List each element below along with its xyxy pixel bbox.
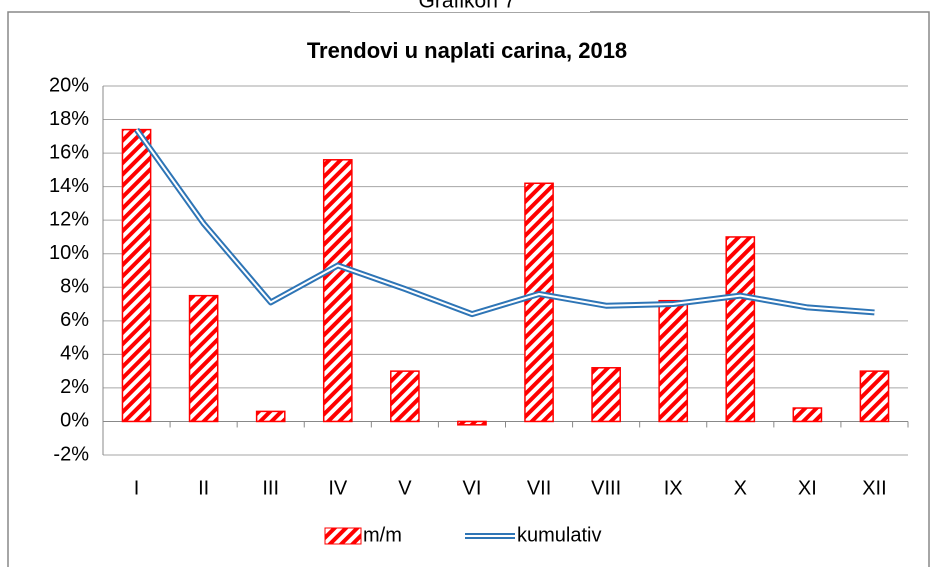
caption: Grafikon 7 (419, 0, 516, 13)
y-tick-label: 14% (49, 175, 89, 197)
x-tick-label: V (398, 477, 412, 499)
y-tick-label: 10% (49, 242, 89, 264)
bar (255, 410, 286, 423)
legend-label: kumulativ (517, 524, 601, 546)
x-tick-label: IX (664, 477, 683, 499)
y-tick-label: 8% (60, 276, 89, 298)
y-tick-label: 4% (60, 343, 89, 365)
caption-backdrop (350, 0, 590, 12)
x-tick-label: I (134, 477, 140, 499)
x-tick-label: X (734, 477, 747, 499)
y-tick-label: 18% (49, 108, 89, 130)
x-tick-label: XII (862, 477, 886, 499)
x-tick-label: VI (463, 477, 482, 499)
bar (792, 407, 823, 423)
line (135, 129, 875, 316)
bar (188, 294, 219, 423)
x-tick-label: II (198, 477, 209, 499)
legend-swatch (324, 527, 362, 545)
bar (121, 128, 152, 423)
bar (457, 420, 487, 426)
x-tick-label: III (262, 477, 279, 499)
chart-frame (7, 11, 930, 567)
x-tick-label: XI (798, 477, 817, 499)
y-tick-label: 6% (60, 309, 89, 331)
bar (658, 299, 689, 423)
bar (524, 182, 554, 423)
y-tick-label: 2% (60, 376, 89, 398)
bar (725, 236, 756, 423)
x-tick-label: IV (328, 477, 348, 499)
x-tick-label: VIII (591, 477, 621, 499)
bar (859, 370, 890, 423)
y-tick-label: 12% (49, 208, 89, 230)
x-tick-label: VII (527, 477, 551, 499)
bar (591, 367, 621, 423)
legend-label: m/m (363, 524, 402, 546)
chart-title: Trendovi u naplati carina, 2018 (307, 38, 627, 63)
y-tick-label: 20% (49, 74, 89, 96)
y-tick-label: 0% (60, 410, 89, 432)
bar (322, 159, 353, 423)
y-tick-label: -2% (53, 443, 89, 465)
bar (390, 370, 420, 423)
y-tick-label: 16% (49, 141, 89, 163)
